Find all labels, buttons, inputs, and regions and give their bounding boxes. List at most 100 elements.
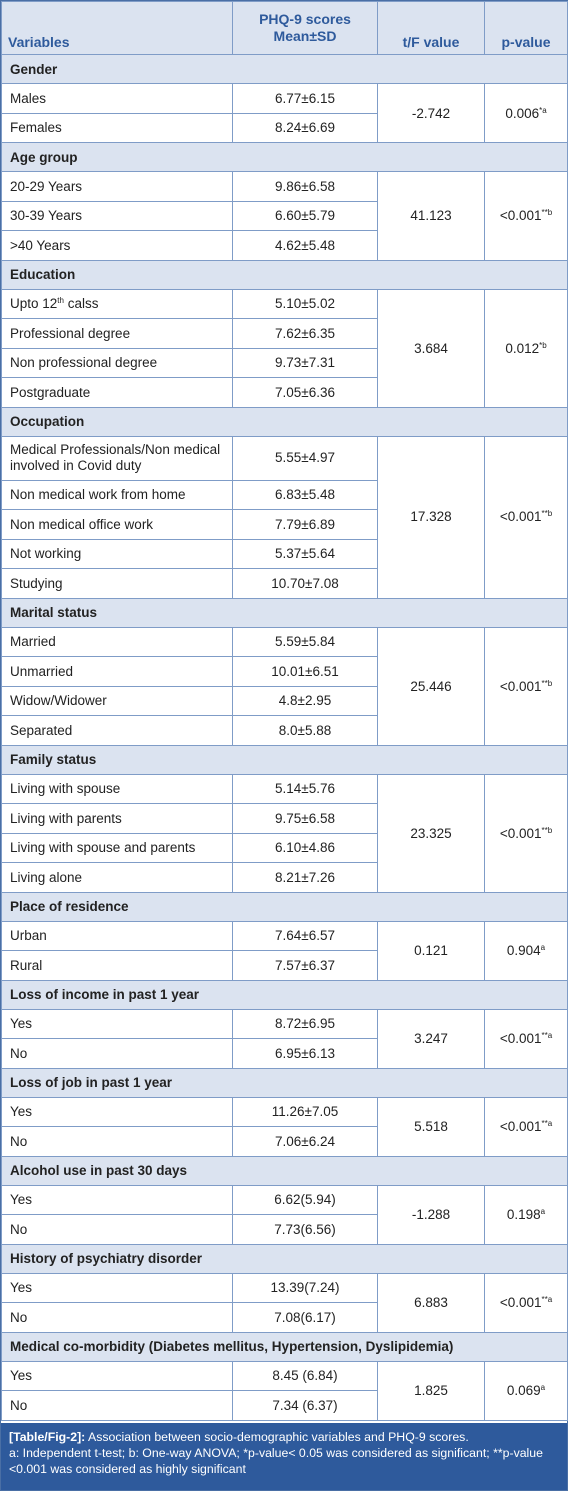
category-label: History of psychiatry disorder (1, 1243, 568, 1274)
p-value-cell: <0.001**b (484, 773, 568, 893)
category-label: Occupation (1, 406, 568, 437)
category-row: Loss of income in past 1 year (1, 979, 568, 1010)
row-label-suffix: calss (63, 296, 99, 312)
score-cell: 7.79±6.89 (232, 509, 378, 540)
p-value-cell: 0.904a (484, 920, 568, 981)
row-label: No (1, 1126, 233, 1157)
score-cell: 9.86±6.58 (232, 171, 378, 202)
p-value-text: <0.001 (499, 208, 542, 224)
table-row: Professional degree 7.62±6.35 (1, 318, 568, 349)
table-header-row: Variables PHQ-9 scores Mean±SD t/F value… (1, 1, 568, 55)
category-row: Alcohol use in past 30 days (1, 1155, 568, 1186)
tf-value-cell: 41.123 (377, 171, 485, 261)
category-row: Loss of job in past 1 year (1, 1067, 568, 1098)
score-cell: 8.0±5.88 (232, 715, 378, 746)
score-cell: 11.26±7.05 (232, 1096, 378, 1127)
category-row: Medical co-morbidity (Diabetes mellitus,… (1, 1331, 568, 1362)
category-row: History of psychiatry disorder (1, 1243, 568, 1274)
score-cell: 7.05±6.36 (232, 377, 378, 408)
score-cell: 4.62±5.48 (232, 230, 378, 261)
p-value-cell: <0.001**a (484, 1096, 568, 1157)
category-label: Gender (1, 54, 568, 84)
category-label: Education (1, 259, 568, 290)
header-scores-line1: PHQ-9 scores (259, 11, 351, 27)
table-row: Non medical work from home 6.83±5.48 (1, 479, 568, 510)
row-label: Yes (1, 1184, 233, 1215)
score-cell: 13.39(7.24) (232, 1272, 378, 1303)
row-label: Yes (1, 1272, 233, 1303)
row-label: 30-39 Years (1, 200, 233, 231)
p-value-sup: a (540, 1207, 546, 1216)
p-value-sup: **a (541, 1119, 553, 1128)
p-value-text: 0.069 (506, 1383, 541, 1398)
score-cell: 7.73(6.56) (232, 1214, 378, 1245)
tf-value-cell: -1.288 (377, 1184, 485, 1245)
p-value-text: 0.006 (505, 105, 540, 121)
row-label: No (1, 1038, 233, 1069)
row-label: Yes (1, 1096, 233, 1127)
table-row: 20-29 Years 9.86±6.58 41.123 <0.001**b (1, 171, 568, 261)
p-value-cell: 0.069a (484, 1360, 568, 1421)
row-label: Non professional degree (1, 347, 233, 378)
score-cell: 6.83±5.48 (232, 479, 378, 510)
category-label: Age group (1, 142, 568, 172)
row-label: Living alone (1, 862, 233, 893)
p-value-text: 0.904 (506, 943, 541, 958)
p-value-sup: *a (539, 105, 547, 115)
p-value-text: <0.001 (499, 1031, 542, 1046)
p-value-text: <0.001 (499, 509, 542, 524)
score-cell: 6.77±6.15 (232, 83, 378, 114)
p-value-sup: a (540, 943, 546, 952)
table-row: Yes 6.62(5.94) -1.288 0.198a (1, 1184, 568, 1245)
caption-notes: a: Independent t-test; b: One-way ANOVA;… (9, 1446, 543, 1476)
p-value-sup: a (540, 1383, 546, 1392)
score-cell: 9.75±6.58 (232, 803, 378, 834)
p-value-sup: **a (541, 1295, 553, 1304)
category-label: Medical co-morbidity (Diabetes mellitus,… (1, 1331, 568, 1362)
score-cell: 6.60±5.79 (232, 200, 378, 231)
category-label: Place of residence (1, 891, 568, 922)
p-value-sup: *b (539, 340, 547, 350)
table-row: Yes 8.45 (6.84) 1.825 0.069a (1, 1360, 568, 1421)
tf-value-cell: 25.446 (377, 626, 485, 746)
row-label: No (1, 1214, 233, 1245)
row-label-text: Upto 12 (10, 296, 58, 312)
p-value-cell: 0.012*b (484, 288, 568, 408)
p-value-cell: 0.006*a (484, 83, 568, 143)
table-row: No 7.06±6.24 (1, 1126, 568, 1157)
p-value-text: <0.001 (499, 1119, 542, 1134)
table-row: No 6.95±6.13 (1, 1038, 568, 1069)
p-value-sup: **b (541, 208, 553, 218)
tf-value-cell: 6.883 (377, 1272, 485, 1333)
row-label: Married (1, 626, 233, 657)
category-row: Education (1, 259, 568, 290)
row-label: Studying (1, 568, 233, 599)
score-cell: 7.64±6.57 (232, 920, 378, 951)
row-label-sup: th (57, 296, 64, 306)
category-row: Occupation (1, 406, 568, 437)
table-body: Gender Males 6.77±6.15 -2.742 0.006*a Females… (1, 54, 568, 1421)
score-cell: 9.73±7.31 (232, 347, 378, 378)
tf-value-cell: 3.247 (377, 1008, 485, 1069)
category-label: Loss of job in past 1 year (1, 1067, 568, 1098)
category-row: Gender (1, 54, 568, 84)
table-row: 30-39 Years 6.60±5.79 (1, 200, 568, 231)
p-value-text: <0.001 (499, 825, 542, 841)
table-row: Non medical office work 7.79±6.89 (1, 509, 568, 540)
score-cell: 5.37±5.64 (232, 538, 378, 569)
table-row: No 7.34 (6.37) (1, 1390, 568, 1421)
score-cell: 7.62±6.35 (232, 318, 378, 349)
row-label: Non medical office work (1, 509, 233, 540)
score-cell: 6.10±4.86 (232, 832, 378, 863)
row-label: Urban (1, 920, 233, 951)
row-label: Females (1, 112, 233, 143)
p-value-text: <0.001 (499, 678, 542, 694)
row-label: No (1, 1390, 233, 1421)
row-label: >40 Years (1, 230, 233, 261)
score-cell: 7.34 (6.37) (232, 1390, 378, 1421)
table-row: Widow/Widower 4.8±2.95 (1, 685, 568, 716)
table-row: Studying 10.70±7.08 (1, 568, 568, 599)
p-value-sup: **b (541, 509, 553, 518)
table-row: Living with spouse and parents 6.10±4.86 (1, 832, 568, 863)
table-caption: [Table/Fig-2]: Association between socio… (1, 1423, 567, 1490)
